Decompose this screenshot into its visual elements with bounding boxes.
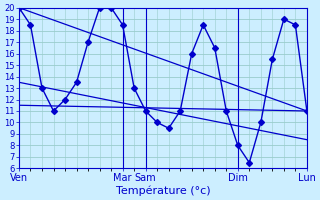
X-axis label: Température (°c): Température (°c) [116,185,210,196]
